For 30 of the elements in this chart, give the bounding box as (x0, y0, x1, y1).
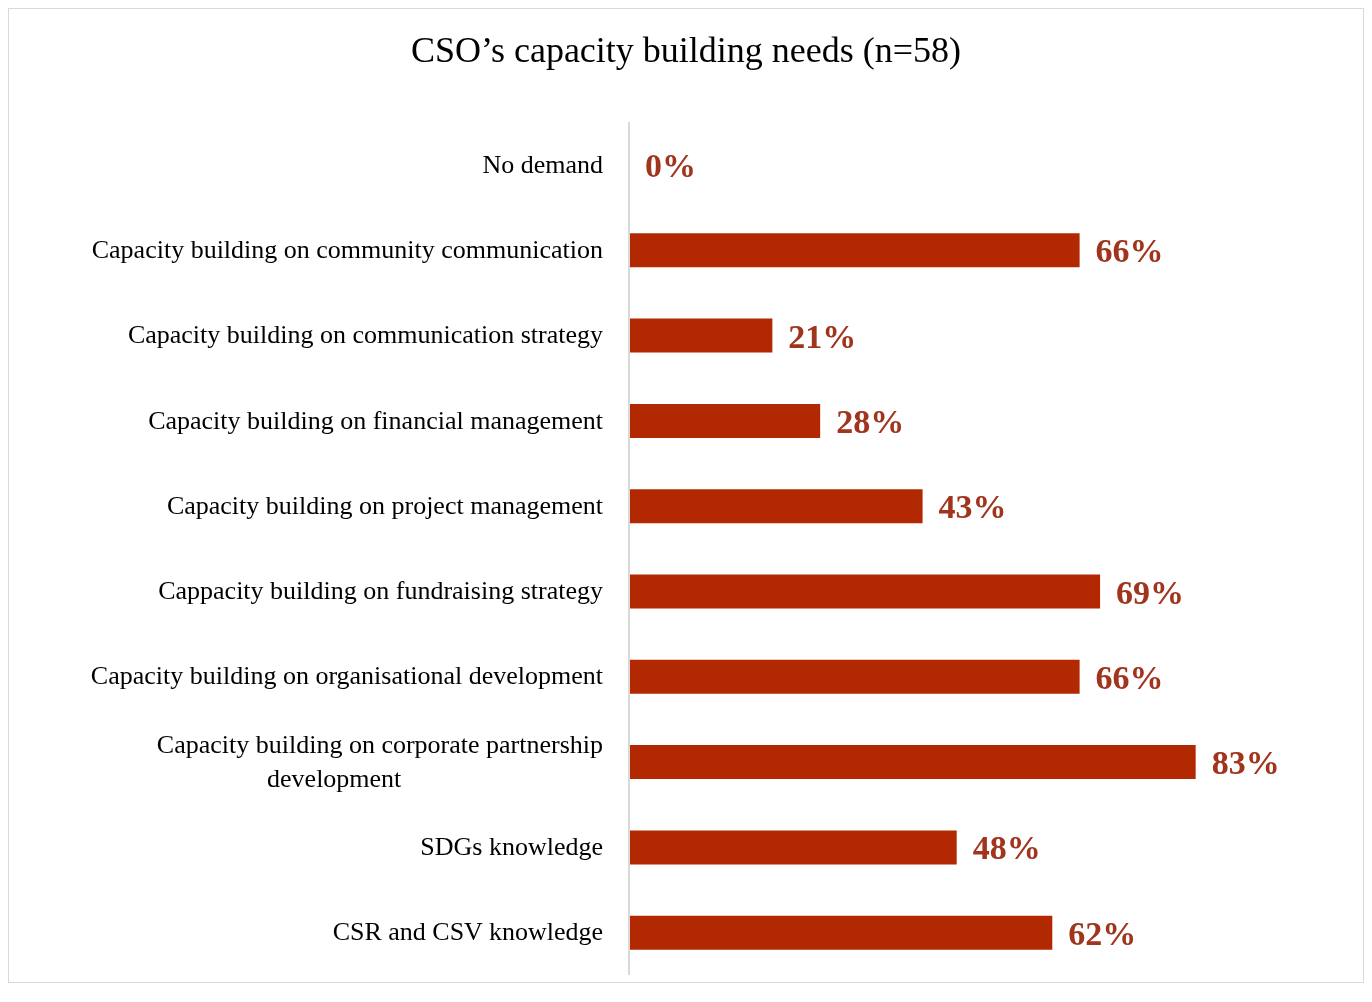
bar (629, 489, 923, 524)
data-label: 69% (1116, 573, 1185, 611)
data-label: 66% (1095, 232, 1164, 270)
y-tick-label: SDGs knowledge (420, 832, 603, 862)
bar (629, 915, 1053, 950)
data-label: 21% (788, 317, 857, 355)
y-tick-label: Capacity building on community communication (91, 234, 603, 264)
bar (629, 233, 1080, 268)
y-tick-label: Capacity building on corporate partnership development (156, 729, 603, 793)
y-tick-label: Cappacity building on fundraising strategy (158, 576, 603, 606)
data-label: 43% (938, 488, 1007, 526)
chart-title: CSO’s capacity building needs (n=58) (409, 29, 963, 72)
data-label: 66% (1095, 658, 1164, 696)
y-tick-label: CSR and CSV knowledge (332, 917, 603, 947)
bar (629, 318, 773, 353)
y-tick-label: Capacity building on financial management (148, 405, 604, 435)
bar (629, 403, 821, 438)
data-label: 62% (1068, 914, 1137, 952)
y-tick-label: Capacity building on organisational development (90, 661, 604, 691)
data-label: 83% (1211, 744, 1280, 782)
data-label: 48% (972, 829, 1041, 867)
y-tick-label: Capacity building on communication strategy (127, 320, 603, 350)
data-label: 0% (645, 147, 696, 184)
y-tick-label: No demand (482, 149, 603, 179)
bar (629, 830, 957, 865)
y-tick-label: Capacity building on project management (166, 490, 604, 520)
data-label: 28% (836, 402, 905, 440)
bar (629, 574, 1101, 609)
bar (629, 659, 1080, 694)
bar (629, 745, 1196, 780)
